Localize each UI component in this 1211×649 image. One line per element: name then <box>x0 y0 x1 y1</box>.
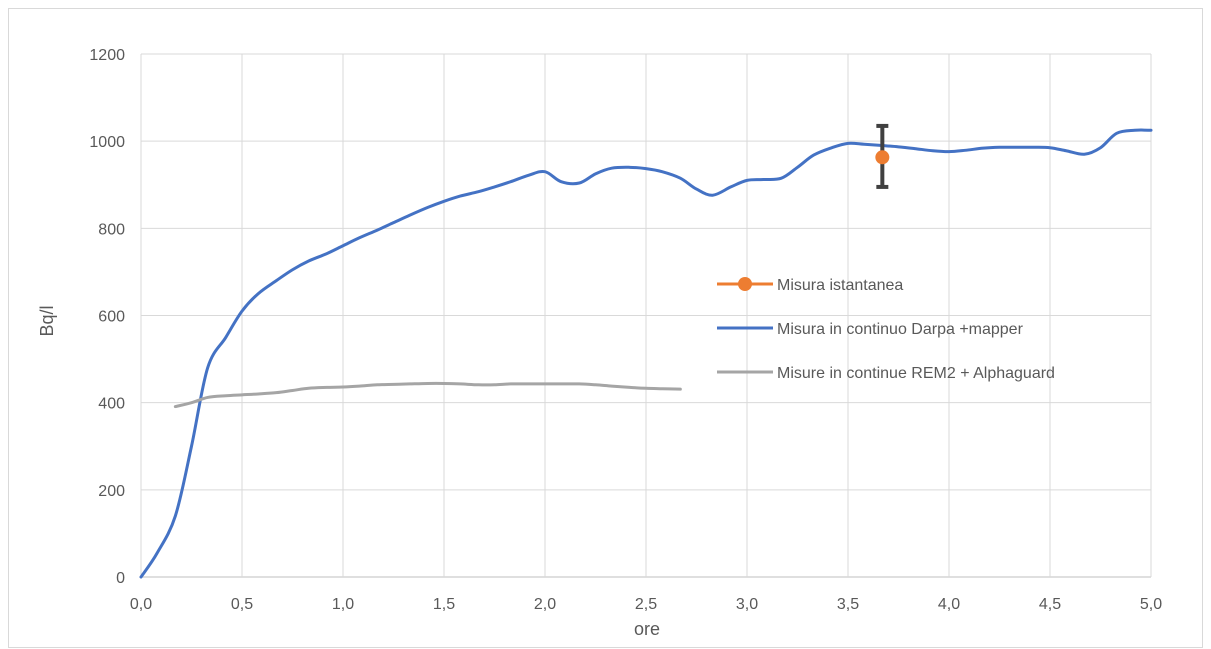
series-lines <box>139 128 1153 579</box>
x-tick-label: 3,0 <box>736 596 758 613</box>
legend-label: Misura in continuo Darpa +mapper <box>777 321 1024 338</box>
y-tick-label: 1000 <box>89 134 125 151</box>
series-line-2 <box>173 381 682 409</box>
x-tick-label: 2,0 <box>534 596 556 613</box>
y-axis-title: Bq/l <box>37 305 57 336</box>
measurement-points <box>875 123 890 189</box>
x-tick-label: 1,5 <box>433 596 455 613</box>
y-tick-label: 600 <box>98 309 125 326</box>
legend-label: Misura istantanea <box>777 277 903 294</box>
x-tick-label: 0,0 <box>130 596 152 613</box>
y-tick-label: 0 <box>116 570 125 587</box>
y-tick-label: 400 <box>98 396 125 413</box>
x-tick-label: 5,0 <box>1140 596 1162 613</box>
x-tick-label: 3,5 <box>837 596 859 613</box>
line-chart: 0 200 400 600 800 1000 1200 0,0 0,5 1,0 1,5 2,0 2,5… <box>37 47 1162 639</box>
x-tick-label: 2,5 <box>635 596 657 613</box>
y-tick-label: 800 <box>98 221 125 238</box>
legend: Misura istantanea Misura in continuo Darp… <box>717 277 1055 382</box>
legend-swatch-marker <box>738 277 752 291</box>
x-tick-labels: 0,0 0,5 1,0 1,5 2,0 2,5 3,0 3,5 4,0 4,5 5,0 <box>130 596 1162 613</box>
y-tick-label: 200 <box>98 483 125 500</box>
data-point <box>875 150 890 165</box>
y-tick-label: 1200 <box>89 47 125 64</box>
x-tick-label: 1,0 <box>332 596 354 613</box>
x-axis-title: ore <box>634 619 660 639</box>
gridlines <box>140 53 1152 578</box>
x-tick-label: 4,5 <box>1039 596 1061 613</box>
legend-label: Misure in continue REM2 + Alphaguard <box>777 365 1055 382</box>
series-line-1 <box>139 128 1153 579</box>
y-tick-labels: 0 200 400 600 800 1000 1200 <box>89 47 125 587</box>
x-tick-label: 0,5 <box>231 596 253 613</box>
chart-area: 0 200 400 600 800 1000 1200 0,0 0,5 1,0 1,5 2,0 2,5… <box>8 8 1203 648</box>
x-tick-label: 4,0 <box>938 596 960 613</box>
